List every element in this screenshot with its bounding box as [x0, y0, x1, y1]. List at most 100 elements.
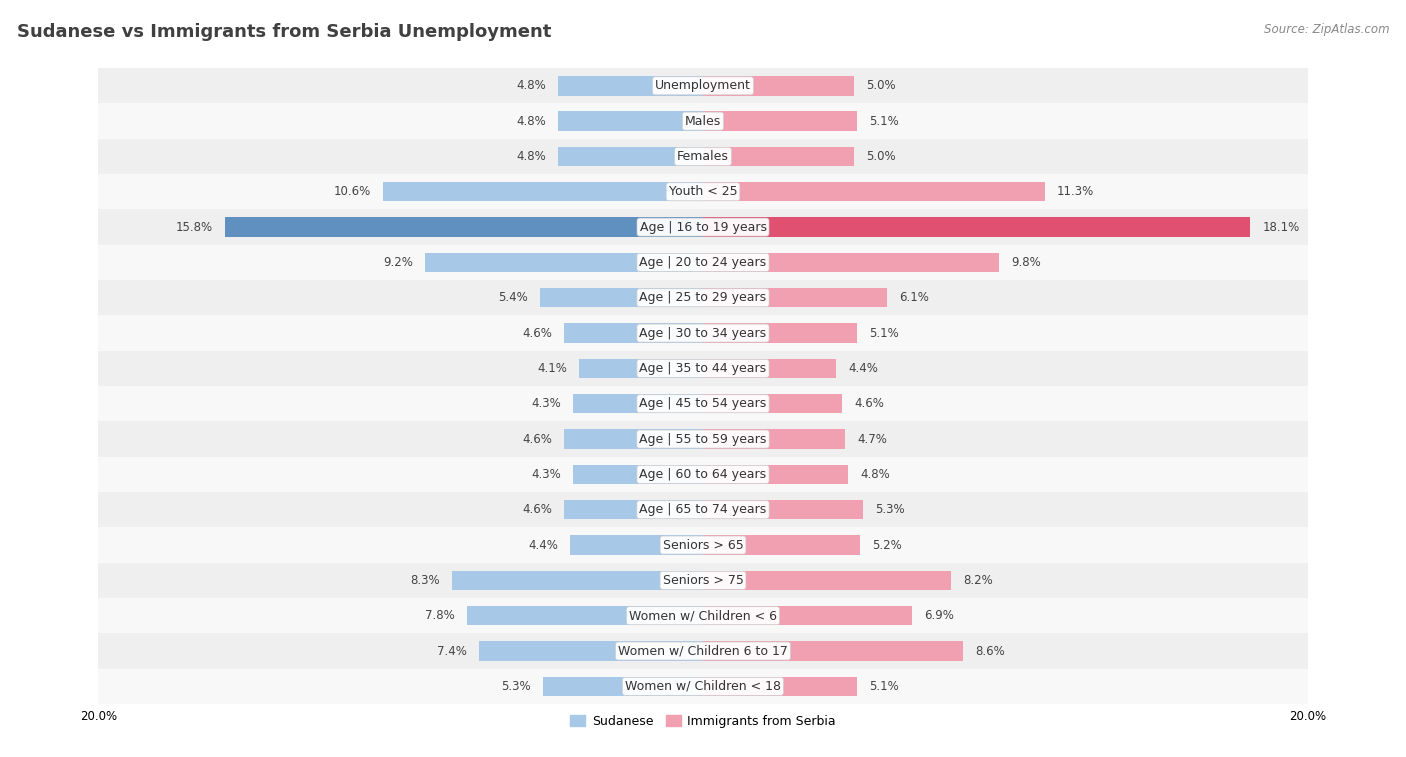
- Text: 4.8%: 4.8%: [860, 468, 890, 481]
- Bar: [564, 500, 703, 519]
- Bar: [703, 535, 860, 555]
- Bar: [98, 562, 1308, 598]
- Bar: [98, 68, 1308, 104]
- Bar: [98, 634, 1308, 668]
- Text: 5.1%: 5.1%: [869, 680, 898, 693]
- Text: 4.6%: 4.6%: [522, 432, 551, 446]
- Bar: [558, 147, 703, 167]
- Bar: [703, 76, 855, 95]
- Text: Age | 60 to 64 years: Age | 60 to 64 years: [640, 468, 766, 481]
- Bar: [574, 465, 703, 484]
- Text: 11.3%: 11.3%: [1057, 185, 1094, 198]
- Text: 4.4%: 4.4%: [529, 538, 558, 552]
- Bar: [98, 139, 1308, 174]
- Bar: [98, 456, 1308, 492]
- Bar: [703, 465, 848, 484]
- Bar: [703, 182, 1045, 201]
- Bar: [574, 394, 703, 413]
- Bar: [98, 492, 1308, 528]
- Bar: [467, 606, 703, 625]
- Text: Age | 55 to 59 years: Age | 55 to 59 years: [640, 432, 766, 446]
- Text: 4.6%: 4.6%: [522, 503, 551, 516]
- Text: 5.0%: 5.0%: [866, 79, 896, 92]
- Bar: [453, 571, 703, 590]
- Bar: [558, 111, 703, 131]
- Text: Unemployment: Unemployment: [655, 79, 751, 92]
- Text: 4.3%: 4.3%: [531, 468, 561, 481]
- Bar: [98, 174, 1308, 210]
- Text: Age | 45 to 54 years: Age | 45 to 54 years: [640, 397, 766, 410]
- Text: Women w/ Children < 18: Women w/ Children < 18: [626, 680, 780, 693]
- Bar: [98, 316, 1308, 350]
- Text: 4.3%: 4.3%: [531, 397, 561, 410]
- Text: 5.0%: 5.0%: [866, 150, 896, 163]
- Bar: [425, 253, 703, 273]
- Text: 10.6%: 10.6%: [333, 185, 371, 198]
- Bar: [703, 641, 963, 661]
- Bar: [98, 350, 1308, 386]
- Text: Age | 35 to 44 years: Age | 35 to 44 years: [640, 362, 766, 375]
- Bar: [564, 323, 703, 343]
- Bar: [98, 528, 1308, 562]
- Bar: [98, 104, 1308, 139]
- Bar: [98, 422, 1308, 456]
- Bar: [98, 210, 1308, 245]
- Text: 15.8%: 15.8%: [176, 220, 214, 234]
- Text: Males: Males: [685, 114, 721, 128]
- Bar: [569, 535, 703, 555]
- Bar: [479, 641, 703, 661]
- Bar: [703, 429, 845, 449]
- Bar: [382, 182, 703, 201]
- Text: 5.1%: 5.1%: [869, 114, 898, 128]
- Text: Sudanese vs Immigrants from Serbia Unemployment: Sudanese vs Immigrants from Serbia Unemp…: [17, 23, 551, 41]
- Text: Age | 25 to 29 years: Age | 25 to 29 years: [640, 291, 766, 304]
- Bar: [703, 323, 858, 343]
- Bar: [564, 429, 703, 449]
- Bar: [543, 677, 703, 696]
- Bar: [703, 394, 842, 413]
- Bar: [98, 598, 1308, 634]
- Text: 5.1%: 5.1%: [869, 326, 898, 340]
- Text: Age | 65 to 74 years: Age | 65 to 74 years: [640, 503, 766, 516]
- Bar: [703, 253, 1000, 273]
- Bar: [703, 217, 1250, 237]
- Text: Age | 20 to 24 years: Age | 20 to 24 years: [640, 256, 766, 269]
- Text: Seniors > 75: Seniors > 75: [662, 574, 744, 587]
- Bar: [703, 606, 911, 625]
- Bar: [98, 386, 1308, 422]
- Text: 4.6%: 4.6%: [855, 397, 884, 410]
- Text: 4.7%: 4.7%: [858, 432, 887, 446]
- Text: 5.3%: 5.3%: [501, 680, 530, 693]
- Text: Females: Females: [678, 150, 728, 163]
- Text: Age | 16 to 19 years: Age | 16 to 19 years: [640, 220, 766, 234]
- Text: 5.2%: 5.2%: [872, 538, 903, 552]
- Bar: [703, 677, 858, 696]
- Text: Women w/ Children 6 to 17: Women w/ Children 6 to 17: [619, 644, 787, 658]
- Text: 8.6%: 8.6%: [976, 644, 1005, 658]
- Bar: [540, 288, 703, 307]
- Text: Women w/ Children < 6: Women w/ Children < 6: [628, 609, 778, 622]
- Text: 7.4%: 7.4%: [437, 644, 467, 658]
- Bar: [703, 288, 887, 307]
- Bar: [98, 245, 1308, 280]
- Text: 8.3%: 8.3%: [411, 574, 440, 587]
- Bar: [225, 217, 703, 237]
- Text: Source: ZipAtlas.com: Source: ZipAtlas.com: [1264, 23, 1389, 36]
- Text: 4.8%: 4.8%: [516, 79, 546, 92]
- Text: 4.4%: 4.4%: [848, 362, 877, 375]
- Bar: [703, 500, 863, 519]
- Bar: [98, 280, 1308, 316]
- Bar: [703, 359, 837, 378]
- Bar: [703, 111, 858, 131]
- Bar: [98, 668, 1308, 704]
- Text: 18.1%: 18.1%: [1263, 220, 1299, 234]
- Text: Age | 30 to 34 years: Age | 30 to 34 years: [640, 326, 766, 340]
- Bar: [703, 571, 950, 590]
- Text: 4.8%: 4.8%: [516, 150, 546, 163]
- Bar: [558, 76, 703, 95]
- Text: 9.8%: 9.8%: [1011, 256, 1040, 269]
- Text: 6.9%: 6.9%: [924, 609, 953, 622]
- Text: 6.1%: 6.1%: [900, 291, 929, 304]
- Text: 4.8%: 4.8%: [516, 114, 546, 128]
- Legend: Sudanese, Immigrants from Serbia: Sudanese, Immigrants from Serbia: [565, 710, 841, 733]
